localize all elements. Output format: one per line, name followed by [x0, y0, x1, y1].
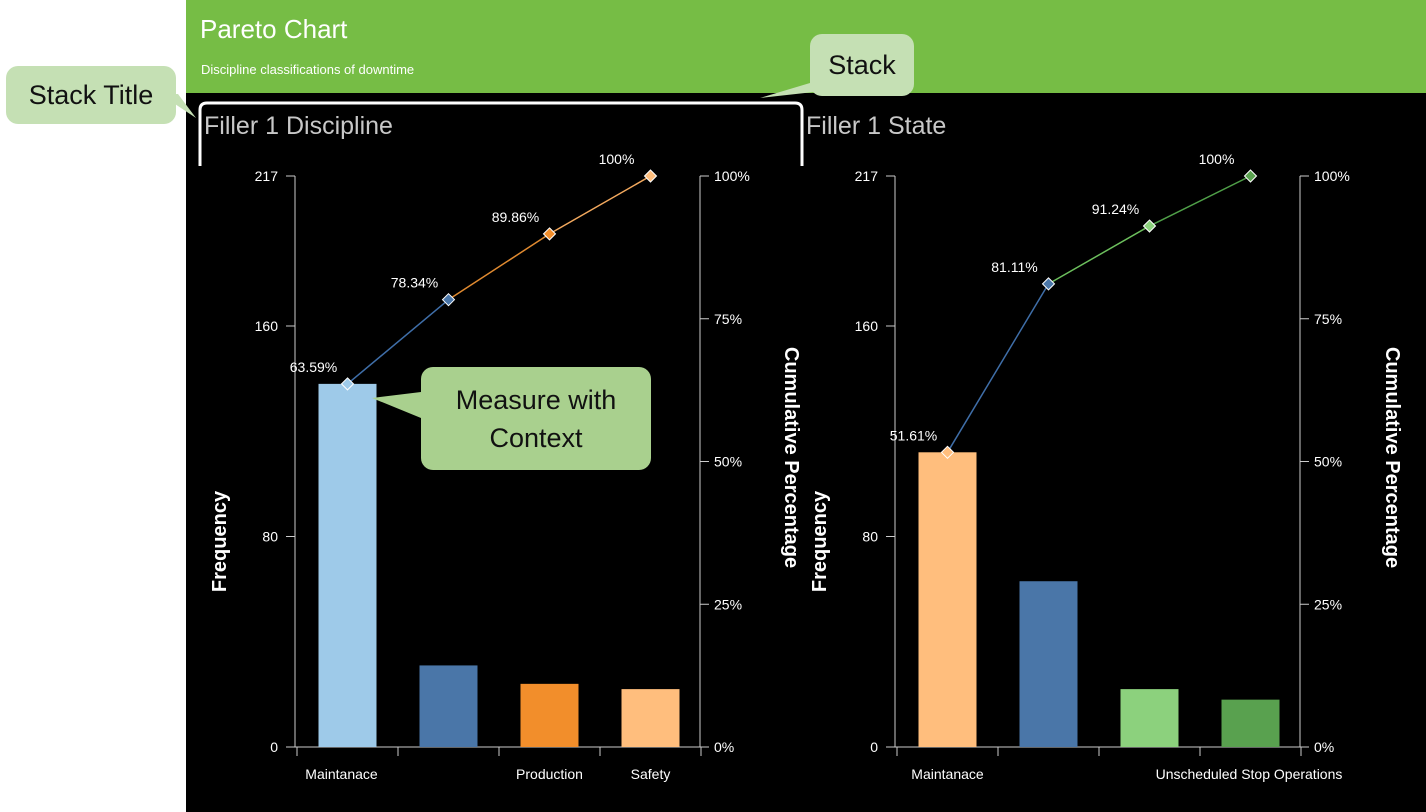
y-tick-label: 0 — [270, 739, 278, 755]
y2-tick-label: 50% — [1314, 454, 1342, 470]
cumulative-point — [643, 169, 658, 183]
cumulative-label: 63.59% — [290, 359, 337, 375]
bar — [918, 452, 977, 747]
bar — [1019, 581, 1078, 747]
bar — [1221, 699, 1280, 747]
y-axis-title: Frequency — [209, 490, 231, 592]
cumulative-point — [340, 377, 355, 391]
y2-tick-label: 0% — [1314, 739, 1334, 755]
cumulative-point — [1243, 169, 1258, 183]
y2-tick-label: 25% — [1314, 596, 1342, 612]
stack-title-state: Filler 1 State — [806, 112, 947, 140]
x-tick-label: Production — [516, 766, 583, 782]
y2-tick-label: 0% — [714, 739, 734, 755]
x-tick-label: Unscheduled Stop Operations — [1156, 766, 1343, 782]
y-tick-label: 160 — [855, 318, 879, 334]
bar — [318, 383, 377, 747]
y-tick-label: 160 — [255, 318, 279, 334]
y2-axis-title: Cumulative Percentage — [780, 347, 802, 568]
cumulative-label: 89.86% — [492, 209, 539, 225]
cumulative-label: 91.24% — [1092, 201, 1139, 217]
y2-tick-label: 75% — [1314, 311, 1342, 327]
stack-bracket — [198, 101, 804, 166]
cumulative-label: 51.61% — [890, 427, 937, 443]
y-tick-label: 217 — [255, 168, 279, 184]
y-tick-label: 80 — [862, 528, 878, 544]
bar — [1120, 689, 1179, 747]
cumulative-line-segment — [946, 283, 1050, 453]
y2-tick-label: 75% — [714, 311, 742, 327]
cumulative-point — [1041, 277, 1056, 291]
page-subtitle: Discipline classifications of downtime — [201, 62, 415, 77]
cumulative-point — [1142, 219, 1157, 233]
cumulative-line-segment — [549, 175, 651, 235]
y-tick-label: 0 — [870, 739, 878, 755]
y2-tick-label: 100% — [714, 168, 750, 184]
callout-stack: Stack — [810, 34, 914, 96]
y-axis-title: Frequency — [809, 490, 831, 592]
cumulative-label: 78.34% — [391, 275, 438, 291]
cumulative-line-segment — [347, 299, 449, 385]
cumulative-line-segment — [448, 233, 550, 301]
x-tick-label: Safety — [631, 766, 671, 782]
callout-stack-title: Stack Title — [6, 66, 176, 124]
bar — [621, 689, 680, 747]
cumulative-point — [441, 292, 456, 307]
cumulative-label: 100% — [1199, 151, 1235, 167]
y2-tick-label: 50% — [714, 454, 742, 470]
y2-tick-label: 100% — [1314, 168, 1350, 184]
cumulative-point — [542, 227, 557, 241]
cumulative-point — [940, 445, 955, 460]
callout-measure-with-context: Measure with Context — [421, 367, 651, 470]
y-tick-label: 80 — [262, 528, 278, 544]
bar — [520, 683, 579, 747]
bar — [419, 665, 478, 747]
stack-title-discipline: Filler 1 Discipline — [204, 112, 393, 140]
x-tick-label: Maintanace — [305, 766, 378, 782]
cumulative-line-segment — [1048, 225, 1150, 285]
header-bar — [186, 0, 1426, 93]
y-tick-label: 217 — [855, 168, 879, 184]
y2-tick-label: 25% — [714, 596, 742, 612]
page-title: Pareto Chart — [200, 14, 348, 44]
cumulative-label: 81.11% — [991, 259, 1037, 275]
x-tick-label: Maintanace — [911, 766, 984, 782]
y2-axis-title: Cumulative Percentage — [1381, 347, 1403, 568]
cumulative-line-segment — [1149, 175, 1251, 227]
cumulative-label: 100% — [599, 151, 635, 167]
